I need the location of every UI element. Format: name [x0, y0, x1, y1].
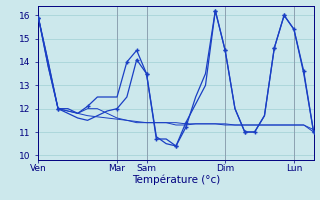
X-axis label: Température (°c): Température (°c) [132, 175, 220, 185]
